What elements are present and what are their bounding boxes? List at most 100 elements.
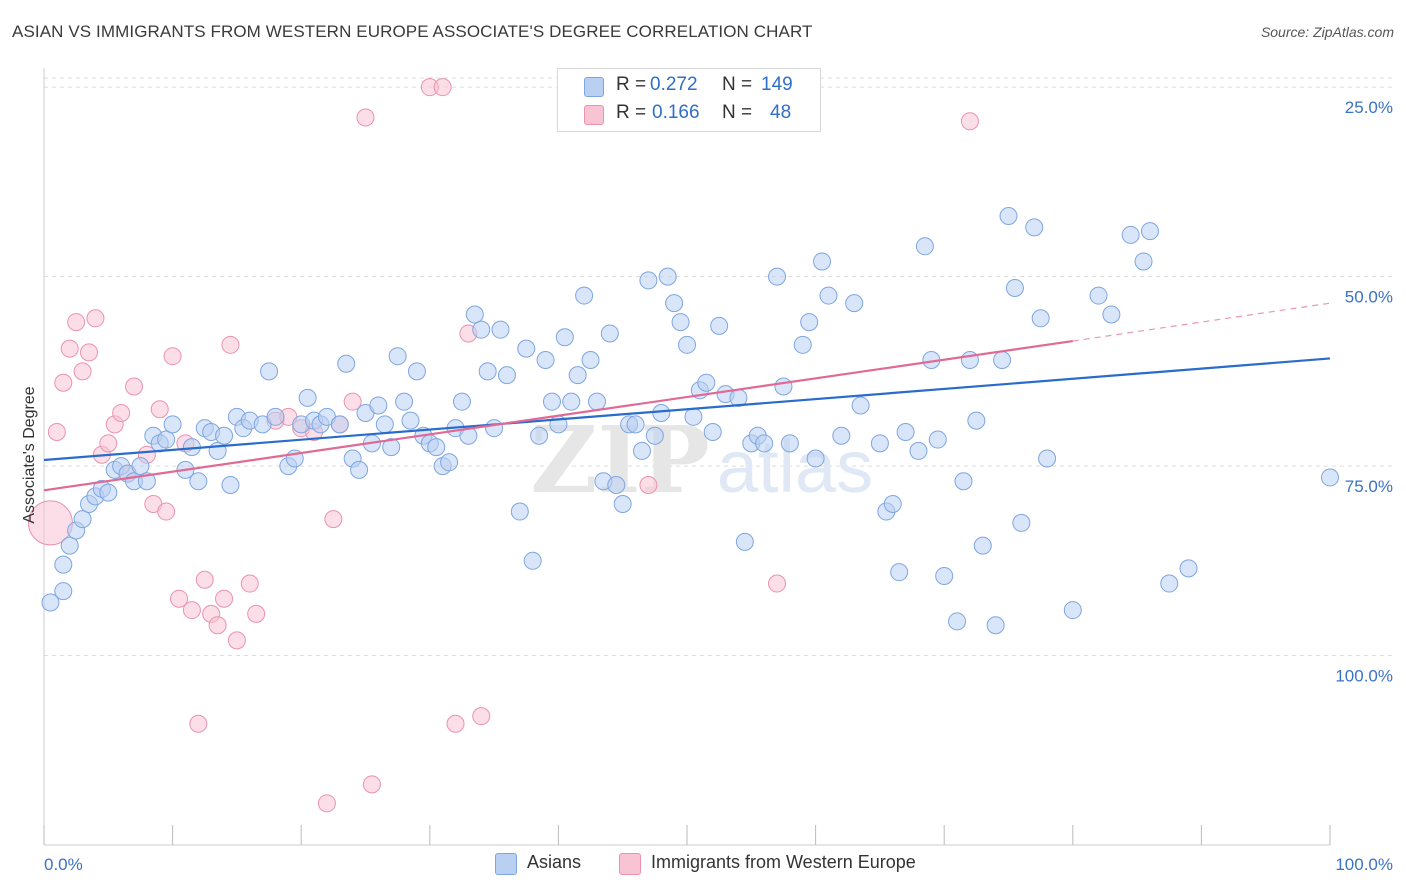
- immigrants-trend-line: [43, 339, 1073, 492]
- legend-r-value: 0.272: [650, 74, 698, 95]
- immigrants-point: [227, 631, 246, 650]
- asians-point: [472, 320, 491, 339]
- asians-point: [819, 286, 838, 305]
- asians-point: [948, 612, 967, 631]
- asians-point: [395, 392, 414, 411]
- asians-point: [697, 373, 716, 392]
- y-tick-label: 25.0%: [1345, 98, 1393, 117]
- immigrants-point: [215, 589, 234, 608]
- asians-point: [189, 472, 208, 491]
- y-tick-label: 100.0%: [1335, 667, 1393, 686]
- asians-point: [928, 430, 947, 449]
- asians-point: [639, 271, 658, 290]
- legend-row-asians: R = 0.272 N = 149: [558, 74, 820, 98]
- y-axis-title: Associate's Degree: [21, 386, 38, 523]
- asians-point: [607, 476, 626, 495]
- y-tick-label: 75.0%: [1345, 477, 1393, 496]
- legend-n-label: N =: [722, 74, 753, 95]
- asians-point: [780, 434, 799, 453]
- immigrants-point: [195, 570, 214, 589]
- immigrants-point: [86, 309, 105, 328]
- asians-point: [478, 362, 497, 381]
- asians-point: [613, 494, 632, 513]
- asians-point: [1025, 218, 1044, 237]
- asians-point: [375, 415, 394, 434]
- asians-point: [935, 566, 954, 585]
- asians-points: [41, 206, 1339, 635]
- asians-point: [350, 460, 369, 479]
- immigrants-point: [362, 775, 381, 794]
- asians-point: [851, 396, 870, 415]
- immigrants-point: [446, 714, 465, 733]
- asians-point: [600, 324, 619, 343]
- immigrants-point: [356, 108, 375, 127]
- asians-point: [555, 328, 574, 347]
- asians-point: [626, 415, 645, 434]
- immigrants-swatch: [619, 853, 641, 875]
- asians-point: [163, 415, 182, 434]
- asians-point: [845, 294, 864, 313]
- asians-point: [870, 434, 889, 453]
- asians-point: [215, 426, 234, 445]
- legend: R = 0.272 N = 149 R = 0.166 N = 48: [557, 68, 821, 132]
- asians-point: [491, 320, 510, 339]
- asians-point: [1321, 468, 1339, 487]
- asians-point: [298, 388, 317, 407]
- asians-point: [665, 294, 684, 313]
- legend-r-label: R =: [616, 102, 647, 123]
- asians-point: [401, 411, 420, 430]
- asians-point: [530, 426, 549, 445]
- immigrants-point: [189, 714, 208, 733]
- asians-point: [883, 494, 902, 513]
- asians-point: [710, 316, 729, 335]
- asians-point: [999, 206, 1018, 225]
- asians-swatch: [495, 853, 517, 875]
- asians-point: [485, 419, 504, 438]
- asians-point: [973, 536, 992, 555]
- asians-point: [1031, 309, 1050, 328]
- asians-point: [407, 362, 426, 381]
- immigrants-point: [768, 574, 787, 593]
- trend-lines: [43, 302, 1331, 492]
- asians-point: [1134, 252, 1153, 271]
- asians-point: [768, 267, 787, 286]
- immigrants-point: [960, 112, 979, 131]
- asians-point: [382, 438, 401, 457]
- asians-point: [806, 449, 825, 468]
- immigrants-point: [182, 601, 201, 620]
- asians-point: [678, 335, 696, 354]
- asians-point: [1038, 449, 1057, 468]
- asians-point: [465, 305, 484, 324]
- asians-point: [536, 350, 555, 369]
- asians-point: [260, 362, 279, 381]
- asians-trend-line: [43, 357, 1331, 462]
- asians-point: [54, 582, 73, 601]
- asians-point: [369, 396, 388, 415]
- asians-point: [658, 267, 677, 286]
- asians-point: [1012, 513, 1031, 532]
- asians-point: [645, 426, 664, 445]
- immigrants-point: [221, 335, 240, 354]
- legend-n-label: N =: [722, 102, 753, 123]
- asians-point: [652, 404, 671, 423]
- asians-point: [915, 237, 934, 256]
- immigrants-point: [73, 362, 92, 381]
- asians-point: [523, 551, 542, 570]
- asians-point: [157, 430, 176, 449]
- asians-point: [832, 426, 851, 445]
- asians-point: [909, 441, 928, 460]
- legend-r-label: R =: [616, 74, 647, 95]
- asians-point: [1102, 305, 1121, 324]
- asians-point: [986, 616, 1005, 635]
- immigrants-point: [343, 392, 362, 411]
- asians-point: [793, 335, 812, 354]
- asians-point: [896, 422, 915, 441]
- immigrants-point: [112, 404, 131, 423]
- immigrants-point: [150, 400, 169, 419]
- asians-point: [684, 407, 703, 426]
- asians-point: [131, 457, 150, 476]
- immigrants-point: [163, 347, 182, 366]
- immigrants-point: [639, 476, 658, 495]
- immigrants-point: [170, 589, 189, 608]
